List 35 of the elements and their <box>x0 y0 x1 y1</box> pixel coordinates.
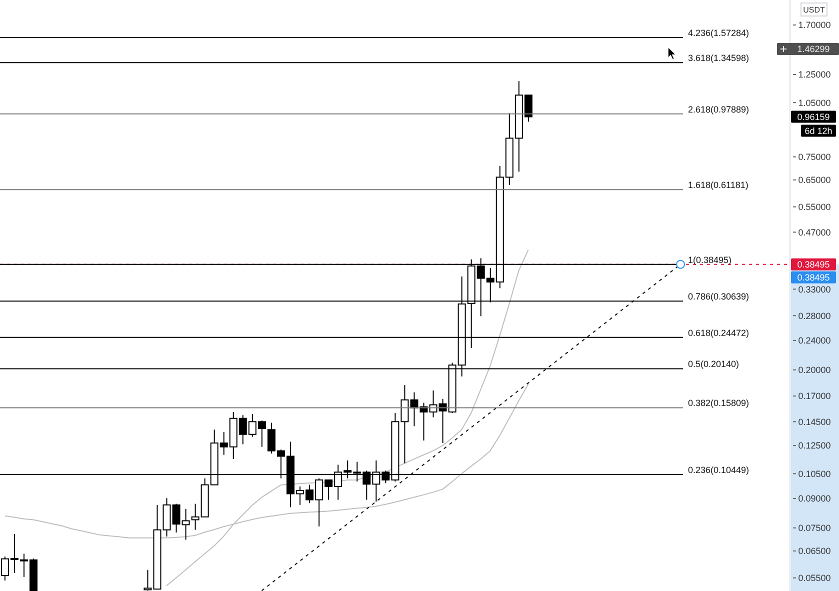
y-axis-title: USDT <box>803 5 825 14</box>
y-tick-label: 0.55000 <box>798 202 831 212</box>
ref-line-label: 1.618(0.61181) <box>688 180 748 190</box>
y-tick-label: 0.47000 <box>798 227 831 238</box>
y-tick-label: 0.09000 <box>798 494 831 504</box>
y-tick-label: 0.33000 <box>798 284 831 294</box>
y-tick-label: 0.12500 <box>798 440 831 451</box>
ref-line-label: 0.38495 <box>797 259 830 270</box>
y-tick-label: 0.06500 <box>798 546 831 556</box>
y-tick-label: 0.24000 <box>798 336 831 346</box>
text: 1.46299 <box>797 44 830 54</box>
ref-line-label: 0.5(0.20140) <box>688 359 740 370</box>
text: 0.38495 <box>797 272 830 282</box>
ref-line-label: 4.236(1.57284) <box>688 28 750 38</box>
ref-line-label: 1(0.38495) <box>688 254 732 265</box>
y-tick-label: 1.25000 <box>798 70 831 80</box>
ref-line-label: 0.382(0.15809) <box>688 398 750 408</box>
y-tick-label: 0.14500 <box>798 416 831 427</box>
y-tick-label: 0.05500 <box>798 573 831 584</box>
ref-line-label: 0.618(0.24472) <box>688 328 750 338</box>
ref-line-label: 0.786(0.30639) <box>688 292 750 302</box>
y-tick-label: 1.05000 <box>798 98 831 108</box>
y-tick-label: 0.17000 <box>798 391 831 402</box>
ref-line-label: 2.618(0.97889) <box>688 104 750 114</box>
y-tick-label: 0.20000 <box>798 364 831 375</box>
y-tick-label: 0.10500 <box>798 468 831 479</box>
y-tick-label: 0.07500 <box>798 523 831 534</box>
ref-line-label: 3.618(1.34598) <box>688 53 750 64</box>
text: 6d 12h <box>804 126 832 136</box>
y-tick-label: 0.65000 <box>798 175 831 186</box>
text: 0.96159 <box>797 112 830 122</box>
y-tick-label: 0.28000 <box>798 310 831 321</box>
y-tick-label: 0.75000 <box>798 152 831 162</box>
y-tick-label: 1.70000 <box>798 20 831 30</box>
ref-line-label: 0.236(0.10449) <box>688 464 750 475</box>
